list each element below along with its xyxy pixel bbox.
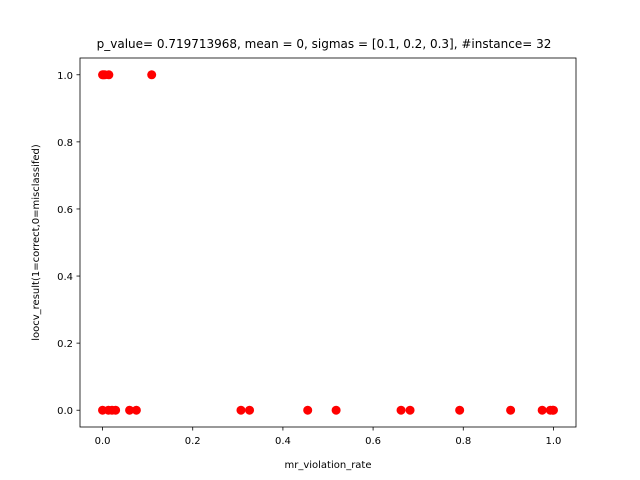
data-point [537, 405, 547, 415]
data-point [236, 405, 246, 415]
data-points [98, 70, 558, 415]
data-point [548, 405, 558, 415]
chart-title: p_value= 0.719713968, mean = 0, sigmas =… [97, 37, 552, 51]
data-point [303, 405, 313, 415]
x-tick-label: 0.4 [275, 436, 291, 447]
y-tick-label: 1.0 [57, 71, 73, 82]
x-tick-label: 0.8 [455, 436, 471, 447]
data-point [125, 405, 135, 415]
data-point [405, 405, 415, 415]
data-point [245, 405, 255, 415]
x-tick-label: 0.2 [185, 436, 201, 447]
y-tick-label: 0.8 [57, 138, 73, 149]
data-point [396, 405, 406, 415]
y-tick-label: 0.6 [57, 205, 73, 216]
x-tick-label: 0.6 [365, 436, 381, 447]
data-point [331, 405, 341, 415]
y-tick-label: 0.0 [57, 406, 73, 417]
data-point [111, 405, 121, 415]
data-point [506, 405, 516, 415]
x-tick-label: 0.0 [95, 436, 111, 447]
axes: 0.0 0.2 0.4 0.6 0.8 1.0 0.0 0.2 0.4 0.6 0.8 1.0 [57, 71, 561, 447]
y-axis-label: loocv_result(1=correct,0=misclassifed) [31, 144, 42, 341]
x-tick-label: 1.0 [546, 436, 562, 447]
data-point [104, 70, 114, 80]
data-point [147, 70, 157, 80]
y-tick-label: 0.2 [57, 339, 73, 350]
y-tick-label: 0.4 [57, 272, 73, 283]
data-point [455, 405, 465, 415]
x-axis-label: mr_violation_rate [284, 460, 371, 471]
plot-frame [79, 57, 577, 428]
data-point [131, 405, 141, 415]
